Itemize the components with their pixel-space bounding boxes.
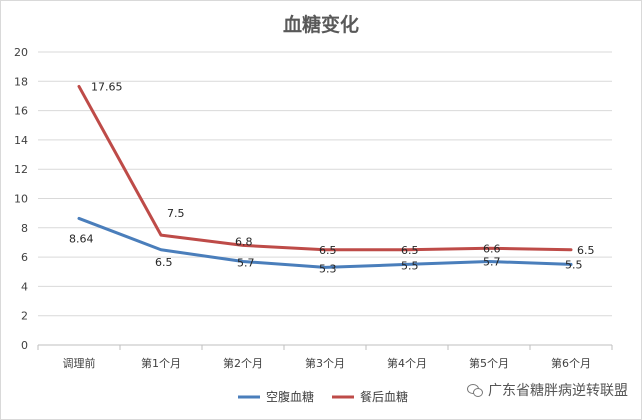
x-tick-label: 第1个月 xyxy=(141,356,181,370)
data-label: 6.5 xyxy=(319,244,337,257)
x-tick-label: 第3个月 xyxy=(305,356,345,370)
y-tick-label: 20 xyxy=(14,46,28,59)
x-tick-label: 调理前 xyxy=(63,356,96,370)
data-label: 7.5 xyxy=(167,207,185,220)
data-label: 5.5 xyxy=(565,258,583,271)
data-label: 5.7 xyxy=(483,255,501,268)
legend-label: 餐后血糖 xyxy=(360,389,408,404)
legend-label: 空腹血糖 xyxy=(266,389,314,404)
y-tick-label: 12 xyxy=(14,163,28,176)
data-label: 17.65 xyxy=(91,80,123,93)
watermark-text: 广东省糖胖病逆转联盟 xyxy=(488,383,628,399)
y-tick-label: 2 xyxy=(21,310,28,323)
x-tick-label: 第2个月 xyxy=(223,356,263,370)
data-label: 6.5 xyxy=(155,256,173,269)
y-tick-label: 16 xyxy=(14,105,28,118)
x-tick-label: 第5个月 xyxy=(469,356,509,370)
data-label: 6.5 xyxy=(577,244,595,257)
data-label: 5.5 xyxy=(401,259,419,272)
watermark: 广东省糖胖病逆转联盟 xyxy=(467,380,628,400)
wechat-icon xyxy=(467,383,483,397)
y-tick-label: 4 xyxy=(21,280,28,293)
series-line-postprandial xyxy=(77,84,573,252)
data-label: 6.6 xyxy=(483,242,501,255)
data-label: 6.5 xyxy=(401,244,419,257)
series-line-fasting xyxy=(77,216,573,269)
data-label: 8.64 xyxy=(69,232,94,245)
data-label: 5.3 xyxy=(319,262,337,275)
data-label: 5.7 xyxy=(237,256,255,269)
y-tick-label: 14 xyxy=(14,134,28,147)
y-tick-label: 0 xyxy=(21,339,28,352)
x-tick-label: 第4个月 xyxy=(387,356,427,370)
data-label: 6.8 xyxy=(235,235,253,248)
y-tick-label: 6 xyxy=(21,251,28,264)
y-tick-label: 18 xyxy=(14,75,28,88)
y-tick-label: 8 xyxy=(21,222,28,235)
chart-title: 血糖变化 xyxy=(282,14,359,36)
x-tick-label: 第6个月 xyxy=(551,356,591,370)
y-tick-label: 10 xyxy=(14,193,28,206)
